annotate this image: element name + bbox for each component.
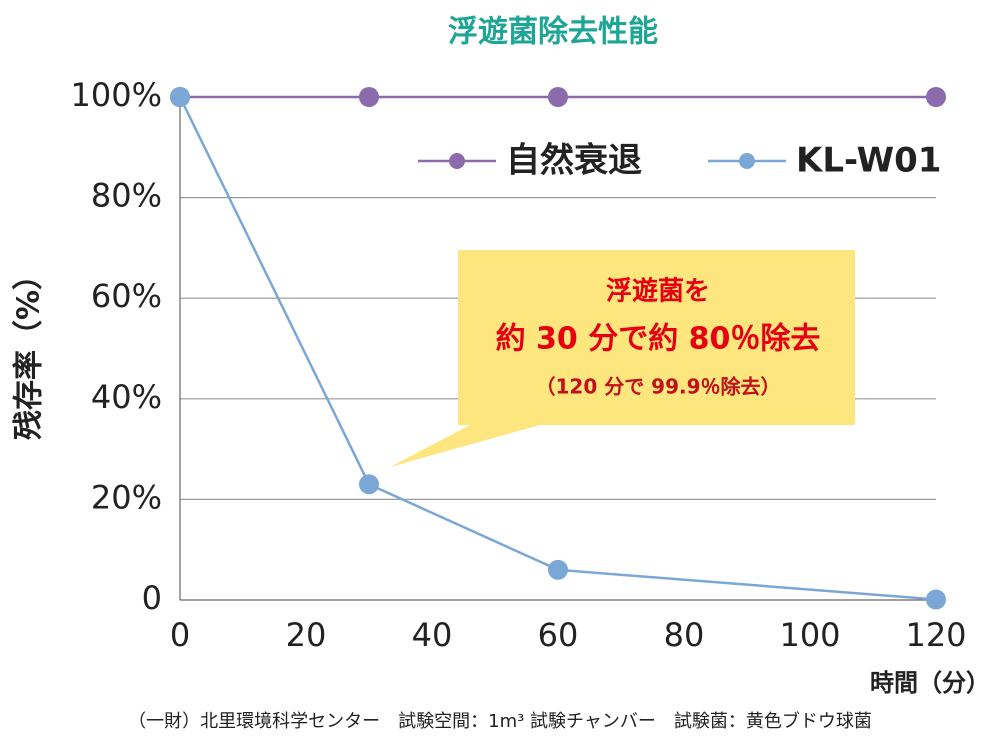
legend-marker <box>449 153 465 169</box>
data-point <box>548 559 568 580</box>
chart-title: 浮遊菌除去性能 <box>448 15 658 50</box>
x-tick-label: 40 <box>412 616 453 654</box>
x-tick-label: 100 <box>779 616 840 654</box>
data-point <box>359 87 379 107</box>
legend-label: 自然衰退 <box>506 141 642 181</box>
annotation: 浮遊菌を <box>606 276 710 307</box>
x-tick-label: 0 <box>170 616 190 654</box>
annotation: （120 分で 99.9％除去） <box>535 375 780 399</box>
x-tick-label: 20 <box>286 616 327 654</box>
data-point <box>359 474 379 495</box>
legend-marker <box>739 153 755 169</box>
annotation: 約 30 分で約 80％除去 <box>496 322 821 357</box>
series-line <box>178 96 937 601</box>
x-tick-label: 80 <box>664 616 705 654</box>
y-tick-label: 0 <box>142 579 162 617</box>
data-point <box>926 87 946 107</box>
x-axis-label: 時間（分） <box>870 669 990 697</box>
callout <box>390 250 855 467</box>
x-tick-label: 120 <box>905 616 966 654</box>
footnote: （一財）北里環境科学センター 試験空間：1m³ 試験チャンバー 試験菌：黄色ブド… <box>128 710 872 732</box>
data-point <box>926 589 946 610</box>
data-point <box>548 87 568 107</box>
y-tick-label: 100% <box>71 76 162 114</box>
y-tick-label: 40% <box>91 378 162 416</box>
x-tick-label: 60 <box>538 616 579 654</box>
y-tick-label: 60% <box>91 277 162 315</box>
y-tick-label: 20% <box>91 478 162 516</box>
legend-label: KL-W01 <box>796 141 941 181</box>
y-axis-label: 残存率（%） <box>12 260 47 440</box>
data-point <box>170 87 190 107</box>
y-tick-label: 80% <box>91 177 162 215</box>
